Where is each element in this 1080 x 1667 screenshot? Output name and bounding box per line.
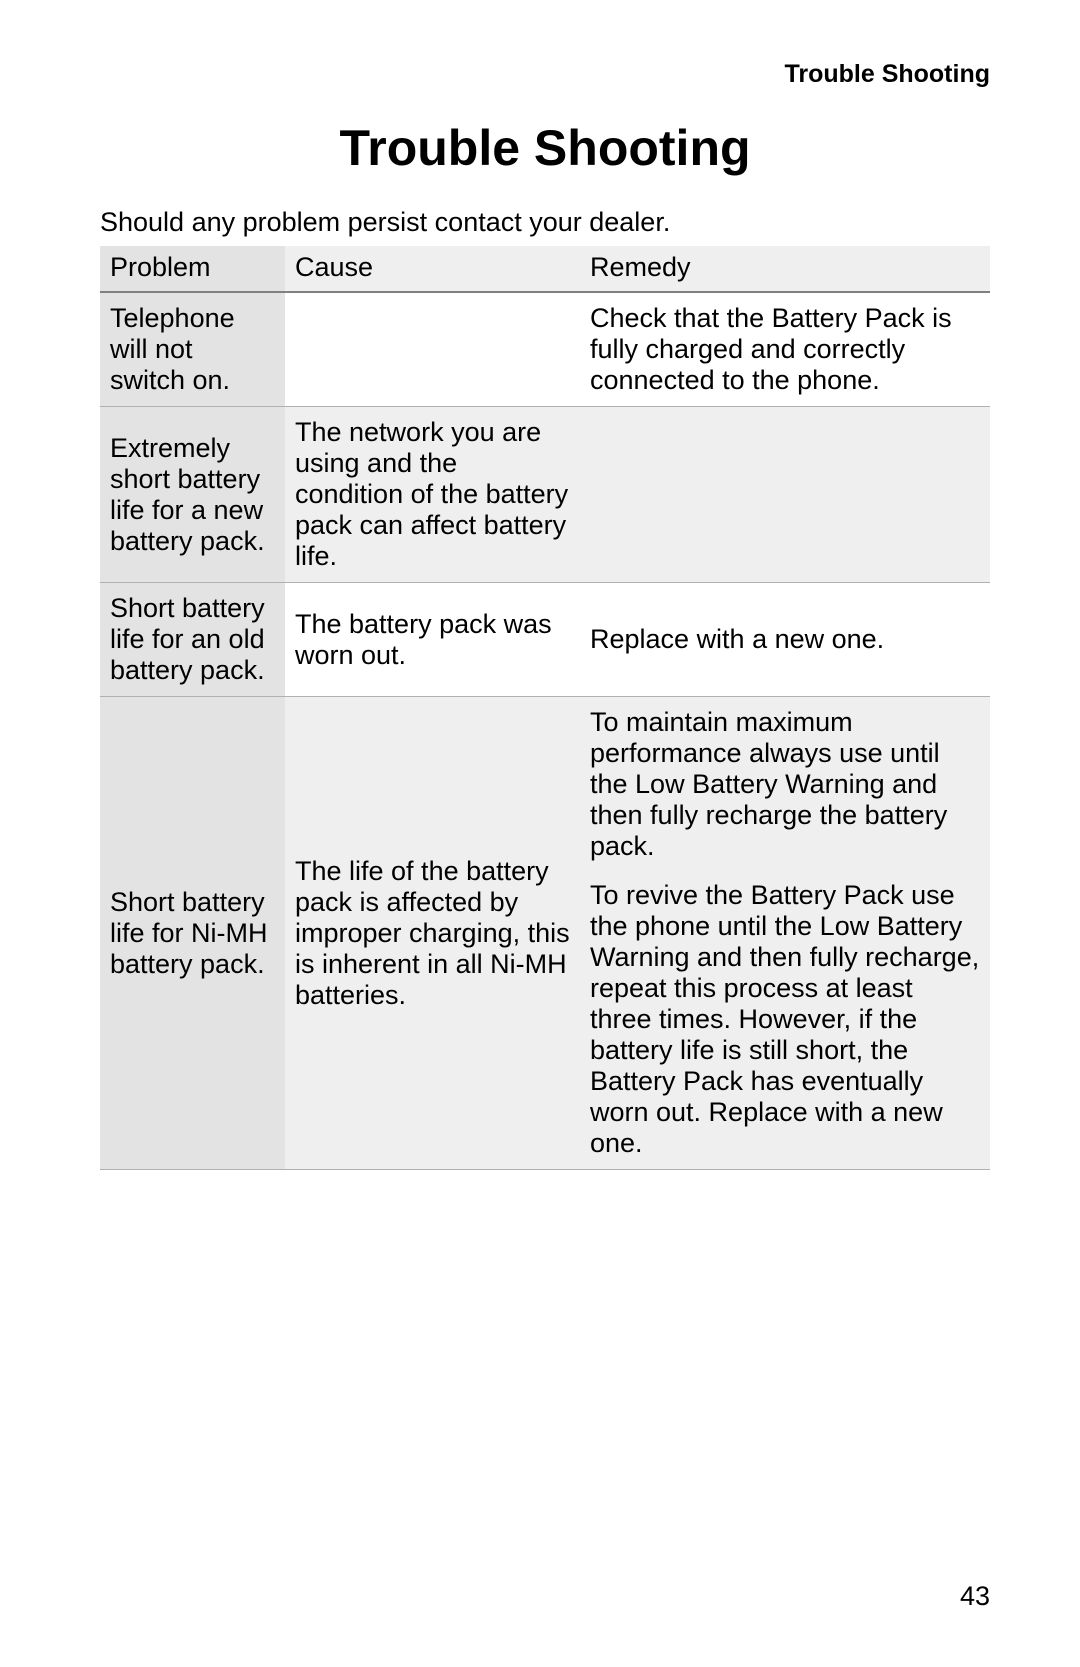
remedy-paragraph: Replace with a new one. [590,624,980,655]
page-title: Trouble Shooting [100,119,990,177]
remedy-paragraph: To maintain maximum performance always u… [590,707,980,862]
page: Trouble Shooting Trouble Shooting Should… [0,0,1080,1667]
intro-text: Should any problem persist contact your … [100,207,990,238]
running-header: Trouble Shooting [100,60,990,89]
cell-cause: The life of the battery pack is affected… [285,697,580,1170]
col-header-remedy: Remedy [580,246,990,292]
troubleshooting-table: Problem Cause Remedy Telephone will not … [100,246,990,1170]
table-row: Short battery life for Ni-MH battery pac… [100,697,990,1170]
cell-problem: Extremely short battery life for a new b… [100,407,285,583]
table-body: Telephone will not switch on. Check that … [100,292,990,1170]
cell-cause: The network you are using and the condit… [285,407,580,583]
cell-problem: Short battery life for an old battery pa… [100,583,285,697]
cell-remedy: Check that the Battery Pack is fully cha… [580,292,990,407]
col-header-problem: Problem [100,246,285,292]
table-row: Telephone will not switch on. Check that … [100,292,990,407]
table-header-row: Problem Cause Remedy [100,246,990,292]
remedy-paragraph: Check that the Battery Pack is fully cha… [590,303,980,396]
col-header-cause: Cause [285,246,580,292]
table-row: Short battery life for an old battery pa… [100,583,990,697]
table-row: Extremely short battery life for a new b… [100,407,990,583]
page-number: 43 [960,1581,990,1612]
remedy-paragraph: To revive the Battery Pack use the phone… [590,880,980,1159]
cell-remedy: To maintain maximum performance always u… [580,697,990,1170]
cell-cause [285,292,580,407]
cell-remedy [580,407,990,583]
cell-problem: Telephone will not switch on. [100,292,285,407]
cell-problem: Short battery life for Ni-MH battery pac… [100,697,285,1170]
cell-remedy: Replace with a new one. [580,583,990,697]
cell-cause: The battery pack was worn out. [285,583,580,697]
